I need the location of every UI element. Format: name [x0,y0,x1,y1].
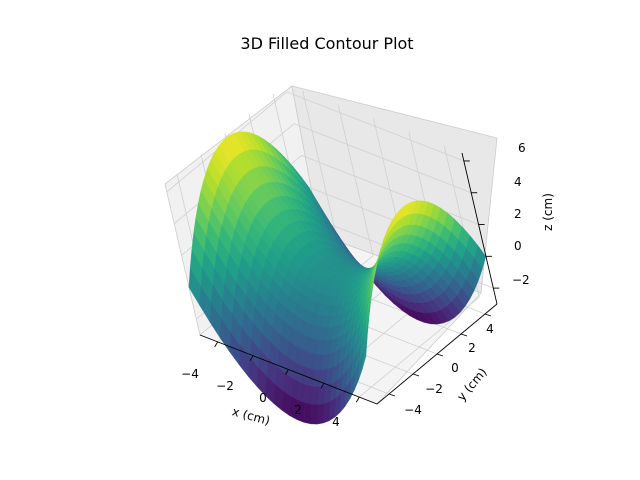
x-tick [214,341,219,348]
y-tick-label: −4 [404,403,422,417]
y-tick [412,373,420,377]
y-tick [388,393,396,397]
surface-plot [188,131,487,425]
grid-line [359,296,480,398]
x-tick-label: 2 [294,403,302,417]
z-tick-label: 0 [514,239,522,253]
z-axis-line [461,152,498,305]
y-tick [436,353,444,357]
grid-line [166,91,464,193]
z-axis-label: z (cm) [541,193,555,231]
y-tick [460,333,468,337]
x-tick-label: 4 [332,415,340,429]
axes [199,152,500,405]
x-tick [249,355,254,361]
x-tick [285,369,289,375]
y-tick-label: −2 [425,382,443,396]
x-tick-label: −2 [216,379,234,393]
z-tick-labels: −2 0 2 4 6 [512,141,530,287]
x-tick-label: 0 [259,391,267,405]
x-axis-label: x (cm) [231,404,272,428]
y-tick [484,313,492,317]
z-tick-label: 6 [518,141,526,155]
grid-line [337,104,374,256]
z-tick-label: −2 [512,273,530,287]
x-tick [355,396,360,403]
y-tick-label: 4 [486,322,494,336]
x-tick-label: −4 [181,367,199,381]
z-tick-label: 4 [514,175,522,189]
surface-patch [362,337,368,369]
chart-title: 3D Filled Contour Plot [240,34,413,53]
y-tick-label: 0 [451,361,459,375]
z-tick-label: 2 [514,207,522,221]
y-axis-label: y (cm) [454,365,490,404]
grid-line [302,90,339,242]
y-tick-labels: −4 −2 0 2 4 [404,322,494,417]
y-tick-label: 2 [468,341,476,355]
x-tick [320,383,325,389]
x-tick-labels: −4 −2 0 2 4 [181,367,340,429]
